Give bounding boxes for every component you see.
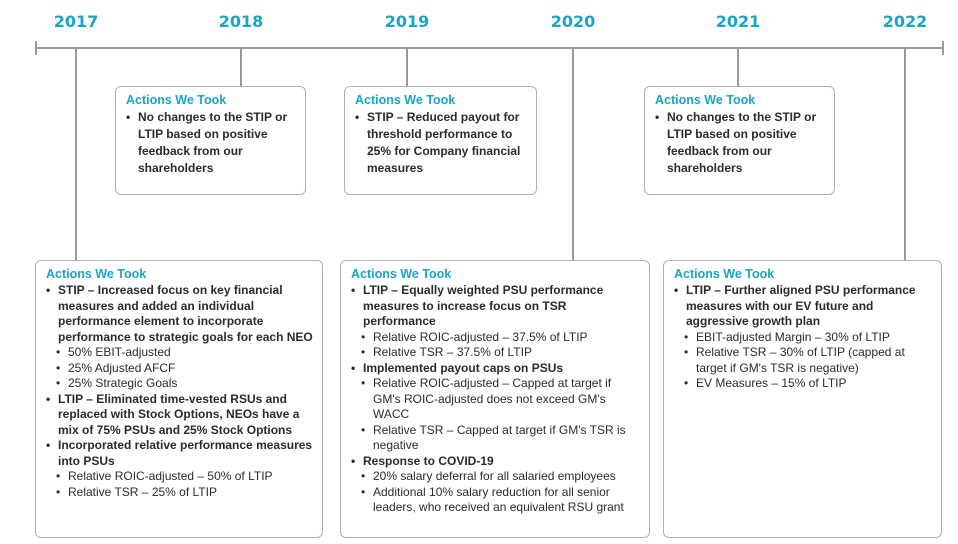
action-subitem: EBIT-adjusted Margin – 30% of LTIP [684,330,933,346]
action-subitem: 25% Strategic Goals [56,376,314,392]
action-list: LTIP – Further aligned PSU performance m… [674,283,933,392]
action-list: No changes to the STIP or LTIP based on … [655,109,826,177]
actions-box-2022: Actions We Took LTIP – Further aligned PS… [663,260,942,538]
action-item: No changes to the STIP or LTIP based on … [126,109,297,177]
action-subitem: Relative TSR – Capped at target if GM's … [361,423,641,454]
action-subitem: Relative TSR – 25% of LTIP [56,485,314,501]
year-label: 2018 [218,12,264,31]
action-subitem: 50% EBIT-adjusted [56,345,314,361]
action-subitem: EV Measures – 15% of LTIP [684,376,933,392]
year-label: 2017 [53,12,99,31]
action-item: STIP – Reduced payout for threshold perf… [355,109,528,177]
action-subitem: Relative ROIC-adjusted – 50% of LTIP [56,469,314,485]
action-subitem: Additional 10% salary reduction for all … [361,485,641,516]
year-label: 2022 [882,12,928,31]
action-item: Response to COVID-19 [351,454,641,470]
actions-box-2017: Actions We Took STIP – Increased focus on… [35,260,323,538]
box-title: Actions We Took [126,93,227,107]
action-item: LTIP – Further aligned PSU performance m… [674,283,933,330]
box-title: Actions We Took [674,267,775,281]
box-title: Actions We Took [355,93,456,107]
actions-box-2018: Actions We Took No changes to the STIP or… [115,86,306,195]
action-subitem: Relative TSR – 37.5% of LTIP [361,345,641,361]
action-item: LTIP – Eliminated time-vested RSUs and r… [46,392,314,439]
actions-box-2019: Actions We Took STIP – Reduced payout for… [344,86,537,195]
box-title: Actions We Took [46,267,147,281]
action-list: LTIP – Equally weighted PSU performance … [351,283,641,516]
year-label: 2019 [384,12,430,31]
action-list: No changes to the STIP or LTIP based on … [126,109,297,177]
action-item: No changes to the STIP or LTIP based on … [655,109,826,177]
year-label: 2020 [550,12,596,31]
action-item: Implemented payout caps on PSUs [351,361,641,377]
box-title: Actions We Took [655,93,756,107]
action-item: Incorporated relative performance measur… [46,438,314,469]
connector-2017 [75,48,77,260]
connector-2020 [572,48,574,260]
year-label: 2021 [715,12,761,31]
action-item: STIP – Increased focus on key financial … [46,283,314,345]
actions-box-2020: Actions We Took LTIP – Equally weighted P… [340,260,650,538]
connector-2019 [406,48,408,86]
action-subitem: Relative ROIC-adjusted – Capped at targe… [361,376,641,423]
action-subitem: 20% salary deferral for all salaried emp… [361,469,641,485]
action-list: STIP – Reduced payout for threshold perf… [355,109,528,177]
action-subitem: Relative ROIC-adjusted – 37.5% of LTIP [361,330,641,346]
connector-2022 [904,48,906,260]
timeline-end-tick [942,41,944,55]
timeline-start-tick [35,41,37,55]
action-subitem: 25% Adjusted AFCF [56,361,314,377]
action-list: STIP – Increased focus on key financial … [46,283,314,500]
box-title: Actions We Took [351,267,452,281]
connector-2021 [737,48,739,86]
action-item: LTIP – Equally weighted PSU performance … [351,283,641,330]
action-subitem: Relative TSR – 30% of LTIP (capped at ta… [684,345,933,376]
connector-2018 [240,48,242,86]
actions-box-2021: Actions We Took No changes to the STIP or… [644,86,835,195]
timeline-axis [35,47,944,49]
